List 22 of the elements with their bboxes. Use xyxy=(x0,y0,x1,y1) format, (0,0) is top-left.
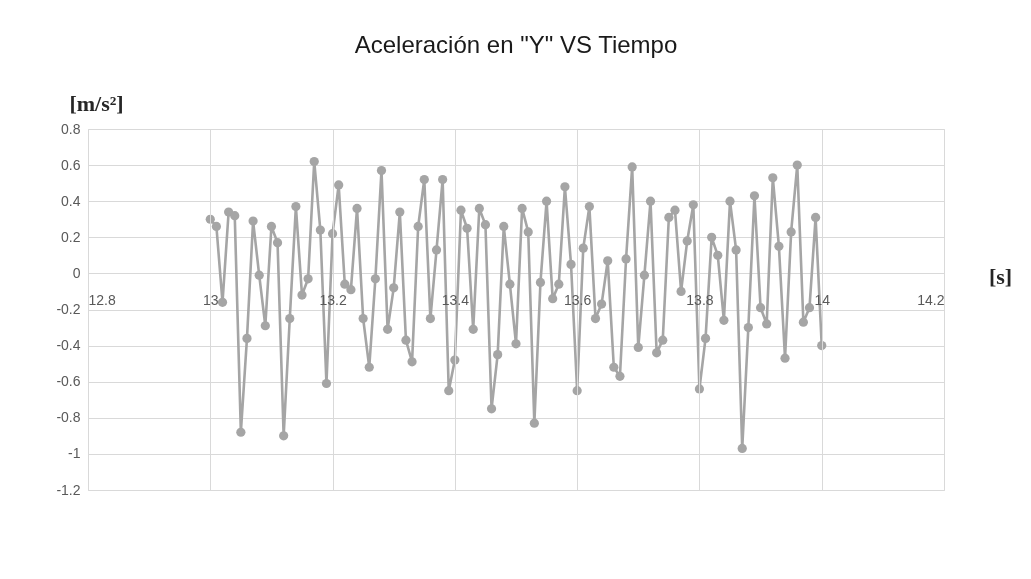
y-tick-label: 0.8 xyxy=(61,120,81,137)
y-tick-label: -0.4 xyxy=(56,337,81,354)
y-tick-label: -0.8 xyxy=(56,409,81,426)
y-axis-title: [m/s²] xyxy=(69,90,124,116)
y-tick-label: -1 xyxy=(68,445,81,462)
x-tick-label: 12.8 xyxy=(88,291,116,308)
x-tick-label: 14 xyxy=(814,291,831,308)
y-tick-label: 0.4 xyxy=(61,192,81,209)
y-tick-label: 0.2 xyxy=(61,228,81,245)
chart-title: Aceleración en "Y" VS Tiempo xyxy=(354,31,678,58)
x-tick-label: 13 xyxy=(203,291,219,308)
y-tick-label: -1.2 xyxy=(56,481,81,498)
x-tick-label: 13.2 xyxy=(319,291,347,308)
x-axis-title: [s] xyxy=(988,263,1013,289)
x-tick-label: 14.2 xyxy=(917,291,945,308)
y-tick-label: -0.6 xyxy=(56,373,81,390)
y-tick-label: 0 xyxy=(72,264,81,281)
x-tick-label: 13.8 xyxy=(686,291,714,308)
y-tick-label: -0.2 xyxy=(56,301,81,317)
x-tick-label: 13.6 xyxy=(564,291,592,308)
x-tick-label: 13.4 xyxy=(441,291,470,308)
y-tick-label: 0.6 xyxy=(61,156,81,173)
